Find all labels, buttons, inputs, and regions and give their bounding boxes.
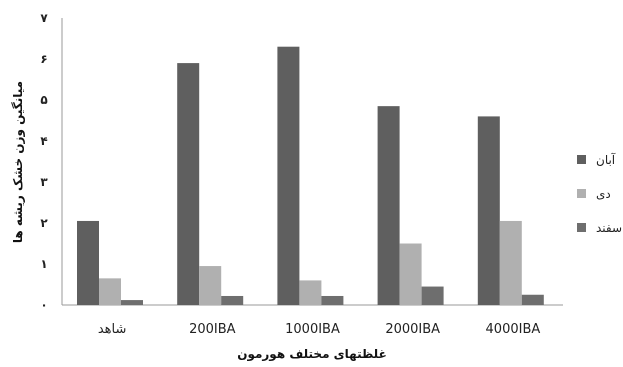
bar: [221, 295, 244, 305]
bar: [399, 243, 422, 305]
bars-group: [77, 46, 544, 306]
bar: [77, 220, 99, 305]
bar: [499, 220, 522, 305]
legend-label: اسفند: [596, 221, 623, 235]
x-tick-label: شاهد: [98, 322, 127, 337]
y-axis-title: میانگین وزن خشک ریشه ها: [11, 81, 26, 243]
bar: [321, 295, 344, 305]
y-tick-label: ۲: [40, 216, 48, 230]
y-tick-label: ۳: [40, 175, 48, 189]
legend-swatch: [577, 223, 586, 232]
x-tick-label: 200IBA: [189, 322, 236, 337]
y-tick-label: ۶: [40, 52, 47, 66]
y-tick-label: ۰: [40, 298, 47, 312]
x-axis-title: غلظتهای مختلف هورمون: [237, 347, 387, 362]
legend-swatch: [577, 155, 586, 164]
bar: [121, 300, 143, 305]
x-tick-label: 2000IBA: [385, 322, 440, 337]
legend-label: آبان: [596, 152, 616, 167]
bar: [277, 46, 300, 305]
y-tick-label: ۵: [40, 93, 47, 107]
x-axis-ticks: شاهد 200IBA 1000IBA 2000IBA 4000IBA: [98, 322, 541, 337]
x-tick-label: 4000IBA: [486, 322, 541, 337]
legend: آبان دی اسفند: [577, 152, 623, 235]
x-tick-label: 1000IBA: [285, 322, 340, 337]
bar: [421, 286, 444, 305]
bar: [177, 63, 200, 305]
y-tick-label: ۴: [40, 134, 47, 148]
y-tick-label: ۷: [40, 11, 48, 25]
bar: [377, 106, 400, 306]
legend-swatch: [577, 189, 586, 198]
bar: [199, 266, 222, 305]
bar: [477, 116, 500, 306]
bar: [521, 294, 544, 305]
y-axis-ticks: ۰ ۱ ۲ ۳ ۴ ۵ ۶ ۷: [40, 11, 48, 312]
y-tick-label: ۱: [40, 257, 47, 271]
legend-label: دی: [596, 187, 611, 201]
bar: [99, 278, 121, 305]
bar: [299, 280, 322, 305]
